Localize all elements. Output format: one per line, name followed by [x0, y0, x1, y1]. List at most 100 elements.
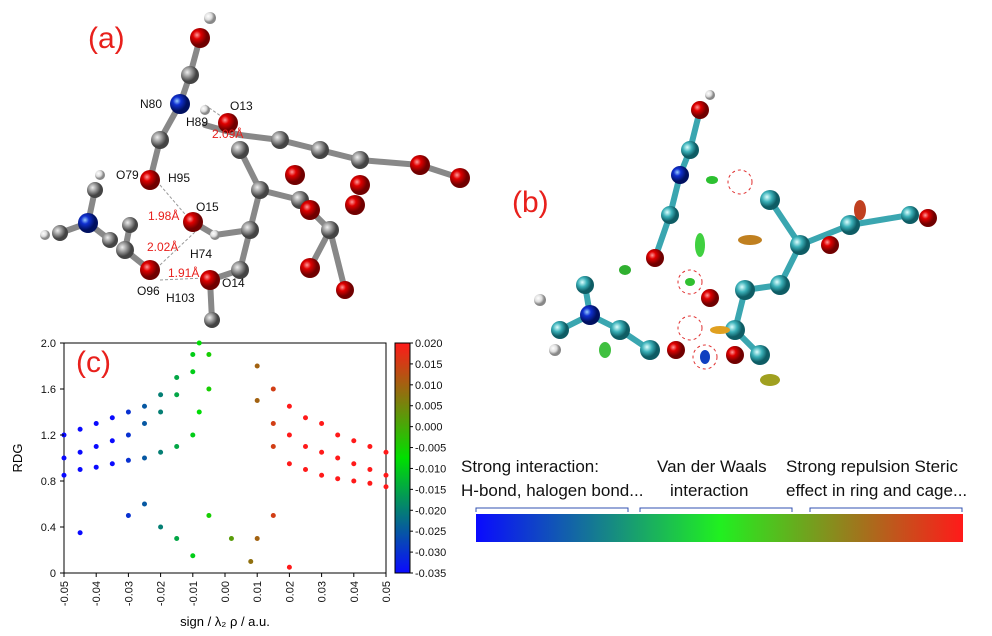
molecule-b — [534, 90, 937, 386]
x-tick-label: -0.05 — [59, 581, 71, 606]
colorbar-tick-label: -0.015 — [415, 484, 446, 496]
point — [126, 433, 131, 438]
legend-text: Strong repulsion Steric — [786, 457, 958, 476]
x-tick-label: -0.03 — [123, 581, 135, 606]
atom-label: H74 — [190, 247, 212, 261]
point — [62, 456, 67, 461]
colorbar-tick-label: 0.010 — [415, 380, 443, 392]
point — [78, 467, 83, 472]
colorbar-tick-label: -0.025 — [415, 526, 446, 538]
atom-label: O96 — [137, 284, 160, 298]
colorbar — [395, 343, 410, 573]
point — [287, 565, 292, 570]
point — [94, 444, 99, 449]
colorbar-tick-label: -0.020 — [415, 505, 446, 517]
atom-label: O15 — [196, 200, 219, 214]
point — [287, 461, 292, 466]
point — [197, 341, 202, 346]
point — [367, 467, 372, 472]
colorbar-tick-label: 0.000 — [415, 422, 443, 434]
panel-label: (c) — [76, 346, 111, 379]
point — [174, 392, 179, 397]
x-tick-label: 0.01 — [252, 581, 264, 602]
point — [248, 559, 253, 564]
colorbar-tick-label: 0.020 — [415, 338, 443, 350]
x-tick-label: 0.04 — [349, 581, 361, 602]
x-axis-label: sign / λ₂ ρ / a.u. — [180, 614, 270, 629]
point — [319, 450, 324, 455]
point — [197, 410, 202, 415]
atom-label: H95 — [168, 171, 190, 185]
distance-label: 2.09Å — [212, 126, 243, 141]
point — [206, 352, 211, 357]
distance-label: 1.98Å — [148, 208, 179, 223]
point — [158, 525, 163, 530]
point — [158, 392, 163, 397]
legend-text: H-bond, halogen bond... — [461, 481, 643, 500]
x-tick-label: 0.05 — [381, 581, 393, 602]
colorbar-tick-label: -0.010 — [415, 463, 446, 475]
point — [271, 444, 276, 449]
x-tick-label: 0.00 — [220, 581, 232, 602]
atom-label: O14 — [222, 276, 245, 290]
y-tick-label: 0 — [50, 568, 56, 580]
point — [174, 536, 179, 541]
nci-legend: Strong interaction: H-bond, halogen bond… — [461, 457, 967, 542]
point — [126, 458, 131, 463]
point — [384, 473, 389, 478]
point — [190, 352, 195, 357]
point — [351, 479, 356, 484]
point — [94, 465, 99, 470]
x-tick-label: 0.03 — [317, 581, 329, 602]
distance-label: 1.91Å — [168, 265, 199, 280]
y-tick-label: 1.6 — [41, 384, 56, 396]
x-tick-label: -0.04 — [91, 581, 103, 606]
point — [271, 513, 276, 518]
point — [335, 476, 340, 481]
colorbar-tick-label: 0.015 — [415, 359, 443, 371]
point — [384, 484, 389, 489]
legend-text: Strong interaction: — [461, 457, 599, 476]
point — [206, 513, 211, 518]
point — [351, 461, 356, 466]
point — [271, 421, 276, 426]
point — [229, 536, 234, 541]
panel-label: (a) — [88, 22, 125, 55]
point — [142, 421, 147, 426]
atom-label: H103 — [166, 291, 195, 305]
point — [174, 444, 179, 449]
point — [110, 438, 115, 443]
point — [126, 513, 131, 518]
colorbar-tick-label: -0.030 — [415, 547, 446, 559]
point — [335, 456, 340, 461]
legend-brackets — [476, 508, 962, 512]
x-tick-label: -0.01 — [188, 581, 200, 606]
point — [351, 438, 356, 443]
distance-label: 2.02Å — [147, 239, 178, 254]
panel-label: (b) — [512, 186, 549, 219]
atom-label: O79 — [116, 168, 139, 182]
point — [190, 433, 195, 438]
y-axis-label: RDG — [10, 444, 25, 473]
point — [303, 415, 308, 420]
point — [206, 387, 211, 392]
point — [142, 502, 147, 507]
point — [335, 433, 340, 438]
point — [271, 387, 276, 392]
atom-label: N80 — [140, 97, 162, 111]
point — [158, 450, 163, 455]
point — [78, 427, 83, 432]
legend-gradient — [476, 514, 963, 542]
point — [62, 473, 67, 478]
point — [303, 444, 308, 449]
y-tick-label: 0.4 — [41, 522, 56, 534]
colorbar-tick-label: -0.005 — [415, 443, 446, 455]
y-tick-label: 1.2 — [41, 430, 56, 442]
point — [319, 473, 324, 478]
point — [142, 404, 147, 409]
point — [126, 410, 131, 415]
point — [303, 467, 308, 472]
colorbar-tick-label: 0.005 — [415, 401, 443, 413]
x-tick-label: 0.02 — [284, 581, 296, 602]
point — [255, 536, 260, 541]
